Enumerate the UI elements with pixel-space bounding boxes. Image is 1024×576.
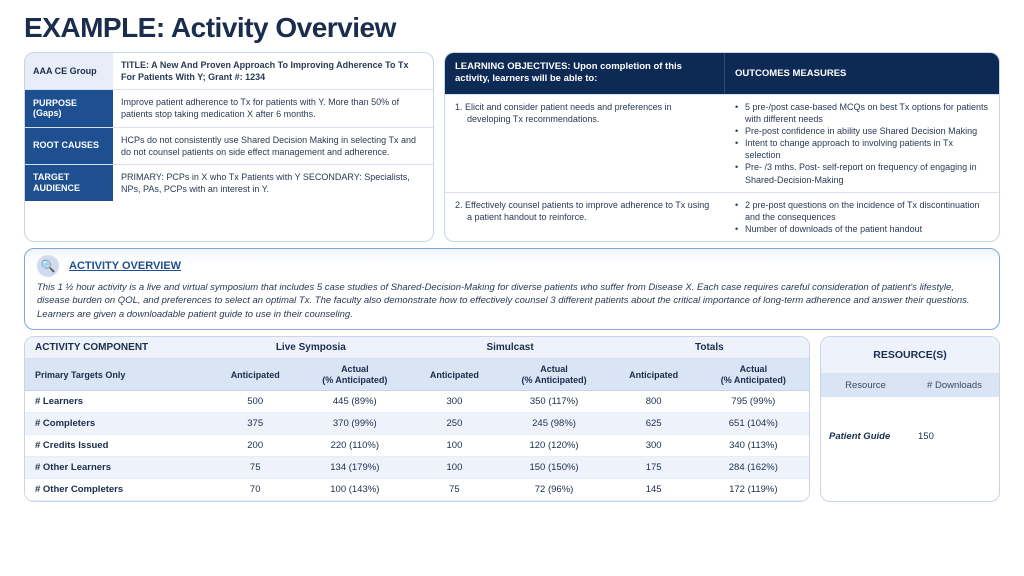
overview-title: ACTIVITY OVERVIEW	[69, 260, 181, 272]
page-title: EXAMPLE: Activity Overview	[24, 12, 1000, 44]
bottom-row: ACTIVITY COMPONENT Live Symposia Simulca…	[24, 336, 1000, 502]
cell: 245 (98%)	[498, 413, 609, 435]
row-label: # Learners	[25, 391, 211, 413]
cell: 250	[410, 413, 498, 435]
table-row: # Completers375370 (99%)250245 (98%)6256…	[25, 413, 809, 435]
obj-2: 2. Effectively counsel patients to impro…	[467, 199, 715, 223]
obj-head-1: LEARNING OBJECTIVES: Upon completion of …	[445, 53, 725, 94]
cell: 800	[610, 391, 698, 413]
cell: 795 (99%)	[698, 391, 809, 413]
th-totals: Totals	[610, 337, 809, 359]
cell: 300	[410, 391, 498, 413]
obj-1-measure: Intent to change approach to involving p…	[735, 137, 989, 161]
th-actual: Actual (% Anticipated)	[698, 359, 809, 391]
cell: 625	[610, 413, 698, 435]
objectives-panel: LEARNING OBJECTIVES: Upon completion of …	[444, 52, 1000, 242]
th-primary: Primary Targets Only	[25, 359, 211, 391]
cell: 350 (117%)	[498, 391, 609, 413]
th-simulcast: Simulcast	[410, 337, 609, 359]
obj-1-measure: 5 pre-/post case-based MCQs on best Tx o…	[735, 101, 989, 125]
table-row: # Other Learners75134 (179%)100150 (150%…	[25, 457, 809, 479]
res-col-downloads: # Downloads	[910, 374, 999, 397]
cell: 172 (119%)	[698, 479, 809, 501]
cell: 75	[211, 457, 299, 479]
cell: 500	[211, 391, 299, 413]
row-label: # Credits Issued	[25, 435, 211, 457]
info-target-label: TARGET AUDIENCE	[25, 165, 113, 201]
row-label: # Other Completers	[25, 479, 211, 501]
info-purpose-label: PURPOSE (Gaps)	[25, 90, 113, 126]
info-root: HCPs do not consistently use Shared Deci…	[113, 128, 433, 164]
cell: 300	[610, 435, 698, 457]
info-root-label: ROOT CAUSES	[25, 128, 113, 164]
th-anticipated: Anticipated	[211, 359, 299, 391]
cell: 340 (113%)	[698, 435, 809, 457]
th-live: Live Symposia	[211, 337, 410, 359]
info-group-label: AAA CE Group	[25, 53, 113, 89]
cell: 175	[610, 457, 698, 479]
info-panel: AAA CE Group TITLE: A New And Proven App…	[24, 52, 434, 242]
obj-2-measure: 2 pre-post questions on the incidence of…	[735, 199, 989, 223]
cell: 284 (162%)	[698, 457, 809, 479]
cell: 220 (110%)	[299, 435, 410, 457]
cell: 72 (96%)	[498, 479, 609, 501]
info-target: PRIMARY: PCPs in X who Tx Patients with …	[113, 165, 433, 201]
cell: 134 (179%)	[299, 457, 410, 479]
resource-name: Patient Guide	[821, 425, 910, 448]
cell: 375	[211, 413, 299, 435]
cell: 200	[211, 435, 299, 457]
row-label: # Completers	[25, 413, 211, 435]
resources-title: RESOURCE(S)	[821, 337, 999, 374]
table-row: # Other Completers70100 (143%)7572 (96%)…	[25, 479, 809, 501]
cell: 120 (120%)	[498, 435, 609, 457]
info-purpose: Improve patient adherence to Tx for pati…	[113, 90, 433, 126]
component-table: ACTIVITY COMPONENT Live Symposia Simulca…	[24, 336, 810, 502]
row-label: # Other Learners	[25, 457, 211, 479]
cell: 445 (89%)	[299, 391, 410, 413]
table-row: # Learners500445 (89%)300350 (117%)80079…	[25, 391, 809, 413]
obj-1-measure: Pre-post confidence in ability use Share…	[735, 125, 989, 137]
th-actual: Actual (% Anticipated)	[299, 359, 410, 391]
info-title: TITLE: A New And Proven Approach To Impr…	[113, 53, 433, 89]
cell: 100	[410, 435, 498, 457]
overview-panel: 🔍 ACTIVITY OVERVIEW This 1 ½ hour activi…	[24, 248, 1000, 330]
cell: 651 (104%)	[698, 413, 809, 435]
obj-head-2: OUTCOMES MEASURES	[725, 53, 999, 94]
magnify-icon: 🔍	[37, 255, 59, 277]
overview-text: This 1 ½ hour activity is a live and vir…	[37, 281, 987, 321]
obj-1-measure: Pre- /3 mths. Post- self-report on frequ…	[735, 161, 989, 185]
obj-1: 1. Elicit and consider patient needs and…	[467, 101, 715, 125]
cell: 100 (143%)	[299, 479, 410, 501]
cell: 145	[610, 479, 698, 501]
th-component: ACTIVITY COMPONENT	[25, 337, 211, 359]
obj-2-measure: Number of downloads of the patient hando…	[735, 223, 989, 235]
resources-panel: RESOURCE(S) Resource # Downloads Patient…	[820, 336, 1000, 502]
th-anticipated: Anticipated	[410, 359, 498, 391]
cell: 150 (150%)	[498, 457, 609, 479]
resource-count: 150	[910, 425, 999, 448]
cell: 75	[410, 479, 498, 501]
res-col-resource: Resource	[821, 374, 910, 397]
cell: 100	[410, 457, 498, 479]
cell: 70	[211, 479, 299, 501]
table-row: # Credits Issued200220 (110%)100120 (120…	[25, 435, 809, 457]
th-anticipated: Anticipated	[610, 359, 698, 391]
cell: 370 (99%)	[299, 413, 410, 435]
top-row: AAA CE Group TITLE: A New And Proven App…	[24, 52, 1000, 242]
th-actual: Actual (% Anticipated)	[498, 359, 609, 391]
